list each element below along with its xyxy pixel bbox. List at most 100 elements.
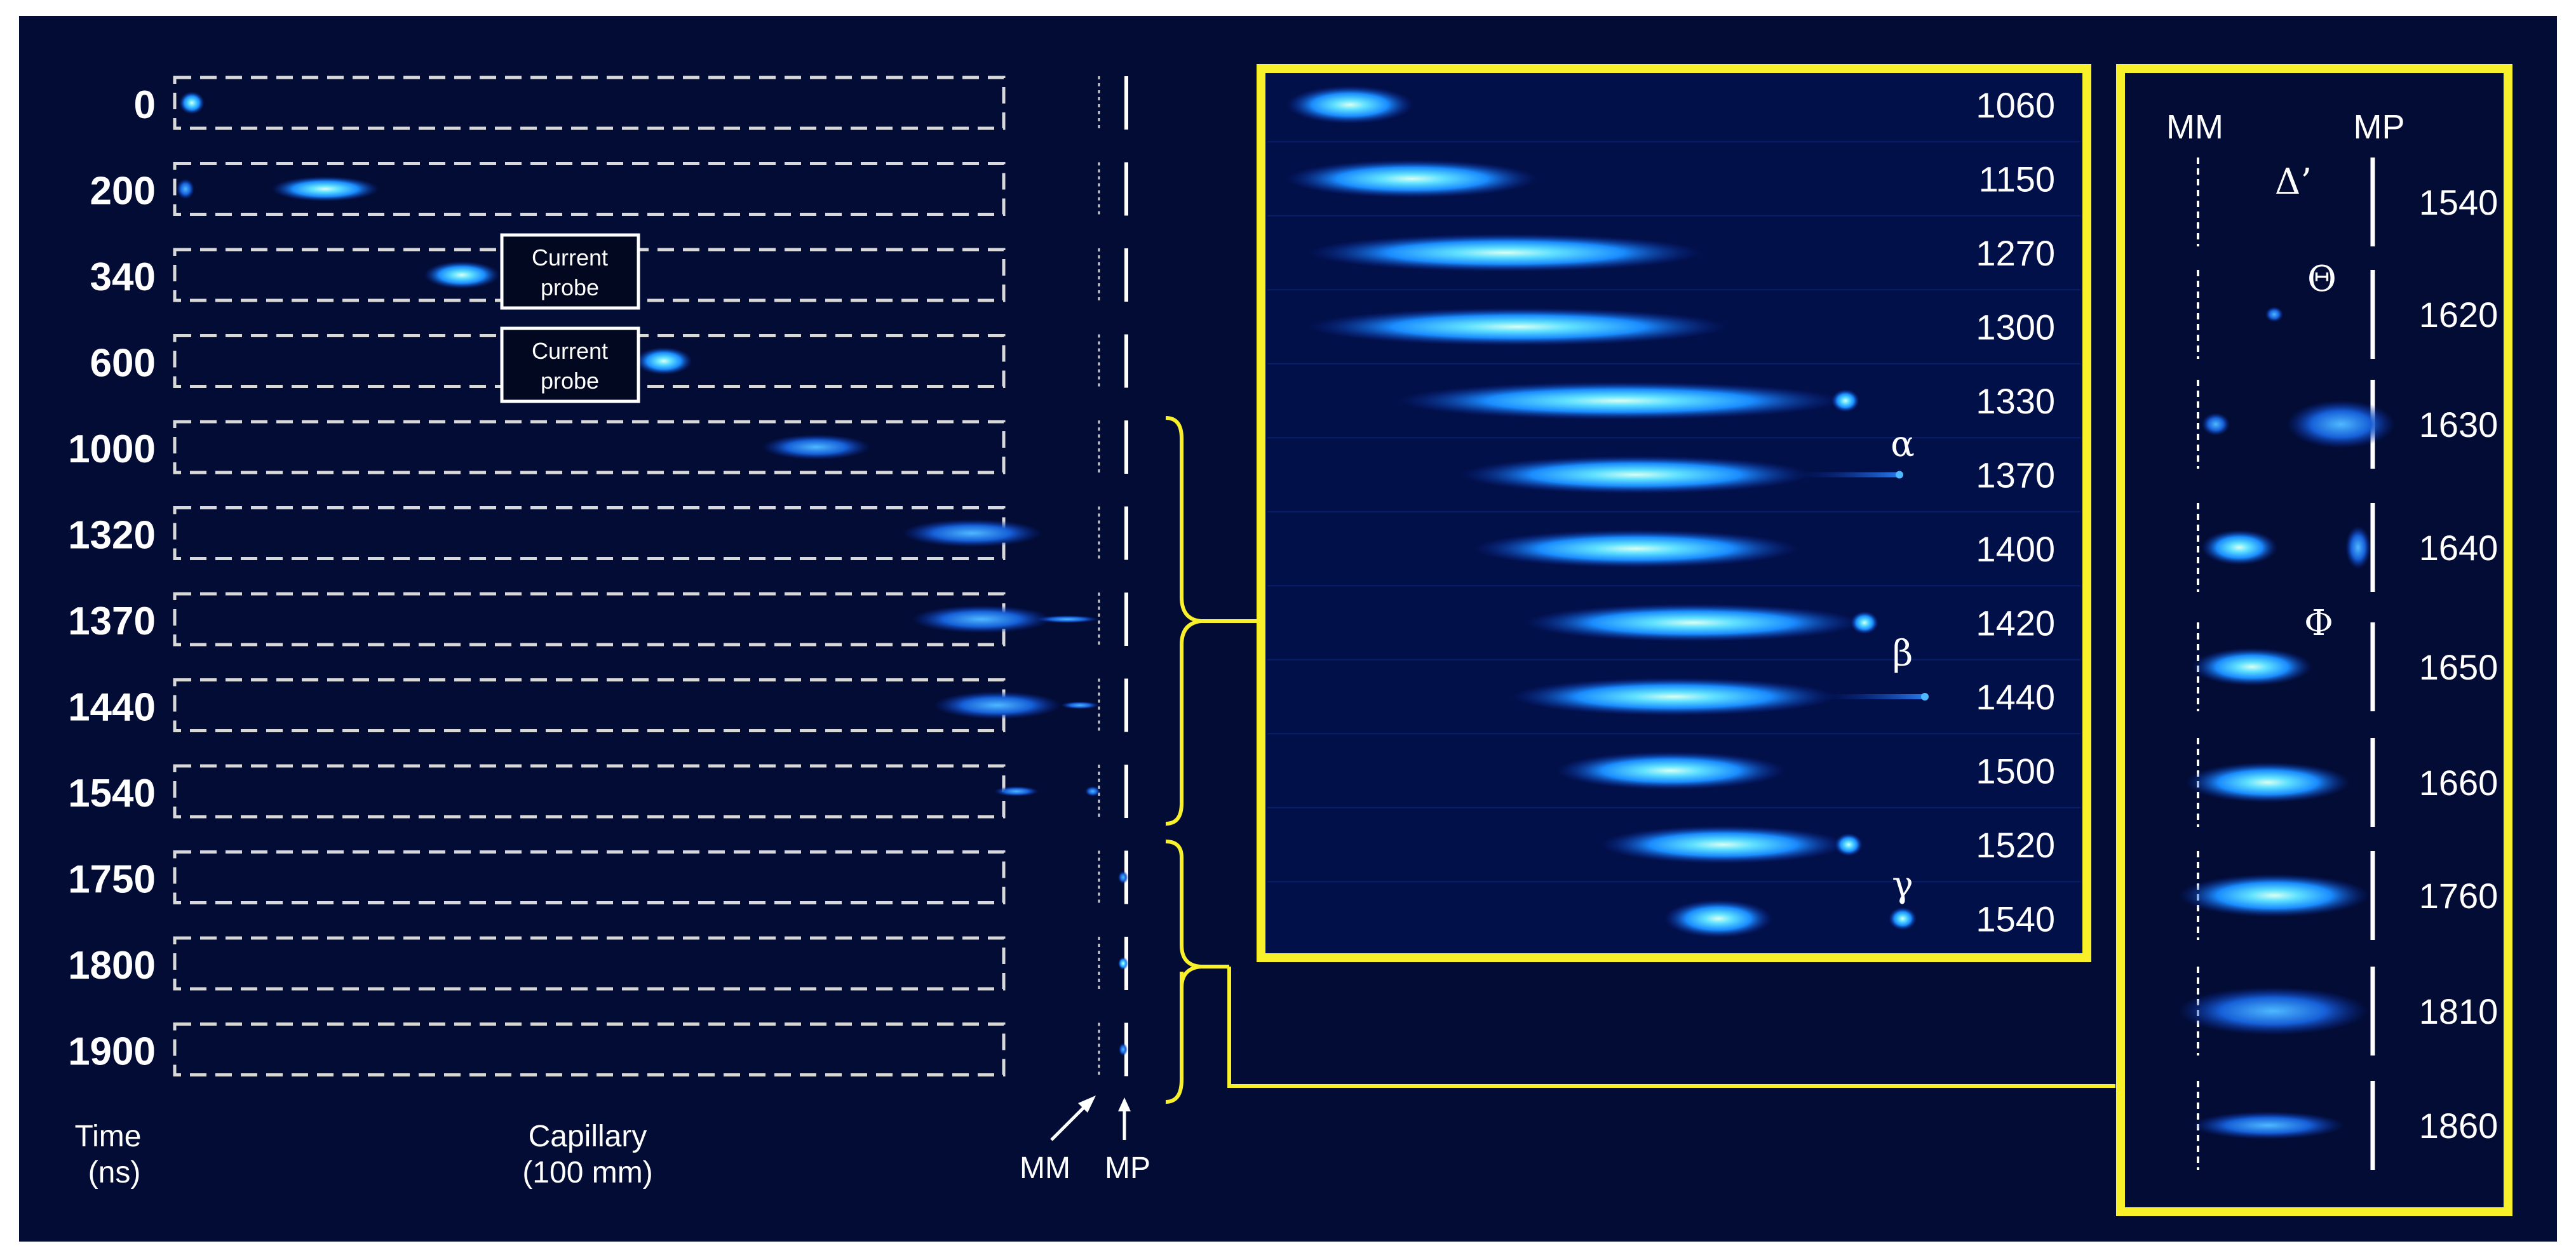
plasma-plume bbox=[1309, 307, 1728, 346]
time-label: 1630 bbox=[2419, 405, 2498, 445]
time-label: 1750 bbox=[68, 858, 156, 902]
time-label: 1420 bbox=[1976, 603, 2055, 643]
greek-label-gamma: γ bbox=[1892, 864, 1913, 906]
plasma-plume bbox=[424, 261, 500, 289]
streak-row: 1420 bbox=[1267, 585, 2080, 643]
plasma-plume bbox=[912, 605, 1051, 633]
capillary-row: 1900 bbox=[68, 1022, 1128, 1076]
middle-rows: 1060 1150 1270 1300 1330 1370 1400 1420 1440 1500… bbox=[1267, 85, 2080, 939]
time-label: 1810 bbox=[2419, 991, 2498, 1031]
capillary-row: 1750 bbox=[68, 850, 1128, 904]
plasma-tip bbox=[1896, 471, 1903, 479]
plasma-plume bbox=[2179, 874, 2370, 917]
plasma-plume bbox=[1525, 603, 1861, 642]
capillary-row: 200 bbox=[90, 162, 1128, 216]
time-label: 0 bbox=[134, 83, 156, 127]
streak-row: 1400 bbox=[1267, 511, 2080, 569]
streak-row: 1810 bbox=[2178, 967, 2498, 1056]
time-label: 1370 bbox=[1976, 455, 2055, 495]
plasma-plume bbox=[1286, 86, 1413, 124]
greek-label-delta-prime: Δ’ bbox=[2275, 161, 2312, 203]
plasma-plume bbox=[635, 347, 692, 375]
current-probe-label-1: Current probe bbox=[500, 233, 640, 310]
plasma-plume bbox=[934, 691, 1061, 720]
plasma-plume bbox=[2192, 1111, 2344, 1139]
mp-arrowhead bbox=[1118, 1097, 1131, 1111]
capillary-row: 1320 bbox=[68, 506, 1128, 560]
plasma-plume bbox=[2192, 648, 2312, 686]
plasma-plume bbox=[1118, 871, 1128, 884]
plasma-plume bbox=[1118, 957, 1128, 970]
plasma-plume bbox=[762, 434, 870, 460]
streak-row: 1540 bbox=[1267, 881, 2080, 939]
plasma-plume bbox=[1512, 678, 1836, 716]
plasma-plume bbox=[1286, 159, 1537, 198]
greek-label-phi: Φ bbox=[2304, 603, 2333, 644]
streak-row: 1540 bbox=[2197, 158, 2498, 246]
plasma-plume bbox=[1309, 234, 1703, 272]
mm-label: MM bbox=[1020, 1151, 1070, 1185]
plasma-plume bbox=[1061, 701, 1099, 709]
capillary-row: 1540 bbox=[68, 764, 1128, 819]
time-label: 340 bbox=[90, 255, 156, 299]
streak-row: 1760 bbox=[2179, 851, 2498, 940]
brace-bottom bbox=[1165, 972, 1183, 1104]
plasma-plume bbox=[1474, 530, 1798, 568]
plasma-plume bbox=[1664, 899, 1772, 938]
plasma-plume bbox=[1398, 382, 1842, 420]
streak-row: 1620 bbox=[2197, 270, 2498, 359]
time-label: 1540 bbox=[2419, 182, 2498, 222]
plasma-plume bbox=[2178, 987, 2368, 1035]
time-label: 1520 bbox=[1976, 825, 2055, 865]
time-label: 1300 bbox=[1976, 307, 2055, 347]
plasma-plume bbox=[902, 519, 1042, 547]
plasma-plume bbox=[177, 178, 194, 199]
plasma-plume bbox=[179, 91, 205, 114]
time-label: 200 bbox=[90, 170, 156, 213]
plasma-plume bbox=[1601, 826, 1845, 864]
capillary-outline bbox=[173, 420, 1006, 474]
plasma-plume bbox=[2265, 307, 2283, 322]
time-label: 1440 bbox=[1976, 677, 2055, 717]
streak-row: 1330 bbox=[1267, 363, 2080, 421]
time-label: 1060 bbox=[1976, 85, 2055, 125]
time-label: 1900 bbox=[68, 1030, 156, 1074]
capillary-row: 1000 bbox=[68, 420, 1128, 474]
time-label: 1270 bbox=[1976, 233, 2055, 273]
streak-row: 1630 bbox=[2197, 380, 2498, 469]
time-label: 1150 bbox=[1979, 159, 2055, 199]
left-rows: 0 200 340 600 1000 1320 1370 1440 1540 1750 1800 19… bbox=[68, 76, 1128, 1076]
plasma-tip bbox=[1851, 611, 1878, 634]
right-panel-frame bbox=[2116, 64, 2512, 1216]
time-label: 1440 bbox=[68, 686, 156, 730]
greek-label-alpha: α bbox=[1891, 424, 1915, 465]
mm-arrow bbox=[1050, 1102, 1089, 1141]
plasma-plume bbox=[2202, 413, 2230, 436]
streak-row: 1370 bbox=[1267, 437, 2080, 495]
capillary-length-label: (100 mm) bbox=[522, 1156, 652, 1190]
plasma-plume bbox=[1556, 751, 1785, 790]
time-label: 1640 bbox=[2419, 528, 2498, 568]
time-label: 1860 bbox=[2419, 1106, 2498, 1146]
time-label: 1330 bbox=[1976, 381, 2055, 421]
probe-label-line2: probe bbox=[541, 274, 599, 300]
time-axis-label: Time bbox=[75, 1120, 142, 1153]
plasma-tip bbox=[1889, 907, 1917, 930]
left-panel: 0 200 340 600 1000 1320 1370 1440 1540 1750 1800 19… bbox=[68, 76, 2115, 1190]
capillary-outline bbox=[173, 76, 1006, 130]
time-axis-unit: (ns) bbox=[88, 1156, 141, 1190]
capillary-row: 1370 bbox=[68, 592, 1128, 647]
right-mm-label: MM bbox=[2166, 108, 2223, 146]
right-rows: 1540 1620 1630 1640 1650 1660 1760 1810 1860 bbox=[2178, 158, 2498, 1170]
streak-row: 1060 bbox=[1286, 85, 2055, 125]
streak-row: 1640 bbox=[2197, 503, 2498, 592]
plasma-tail bbox=[1823, 694, 1925, 699]
plasma-tip bbox=[1835, 833, 1863, 856]
streak-row: 1500 bbox=[1267, 733, 2080, 791]
plasma-plume bbox=[1119, 1043, 1128, 1056]
capillary-row: 1440 bbox=[68, 678, 1128, 732]
greek-label-beta: β bbox=[1892, 633, 1913, 674]
plasma-tail bbox=[1798, 472, 1899, 478]
streak-row: 1440 bbox=[1267, 659, 2080, 717]
